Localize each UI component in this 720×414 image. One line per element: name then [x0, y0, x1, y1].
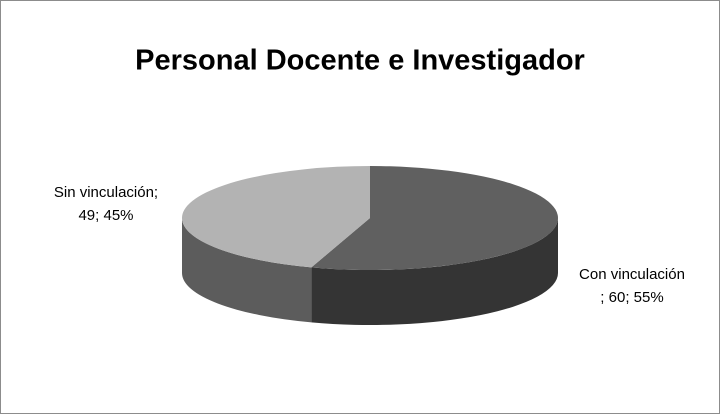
data-label-name: Sin vinculación;	[54, 184, 158, 201]
chart-title: Personal Docente e Investigador	[135, 45, 585, 77]
slice-side	[182, 218, 312, 323]
slice	[311, 166, 558, 270]
data-label: ; 60; 55%	[600, 289, 663, 306]
slice-side	[311, 218, 558, 325]
data-label: 49; 45%	[78, 207, 133, 224]
data-label-name: Con vinculación	[579, 266, 685, 283]
slice	[181, 166, 370, 268]
